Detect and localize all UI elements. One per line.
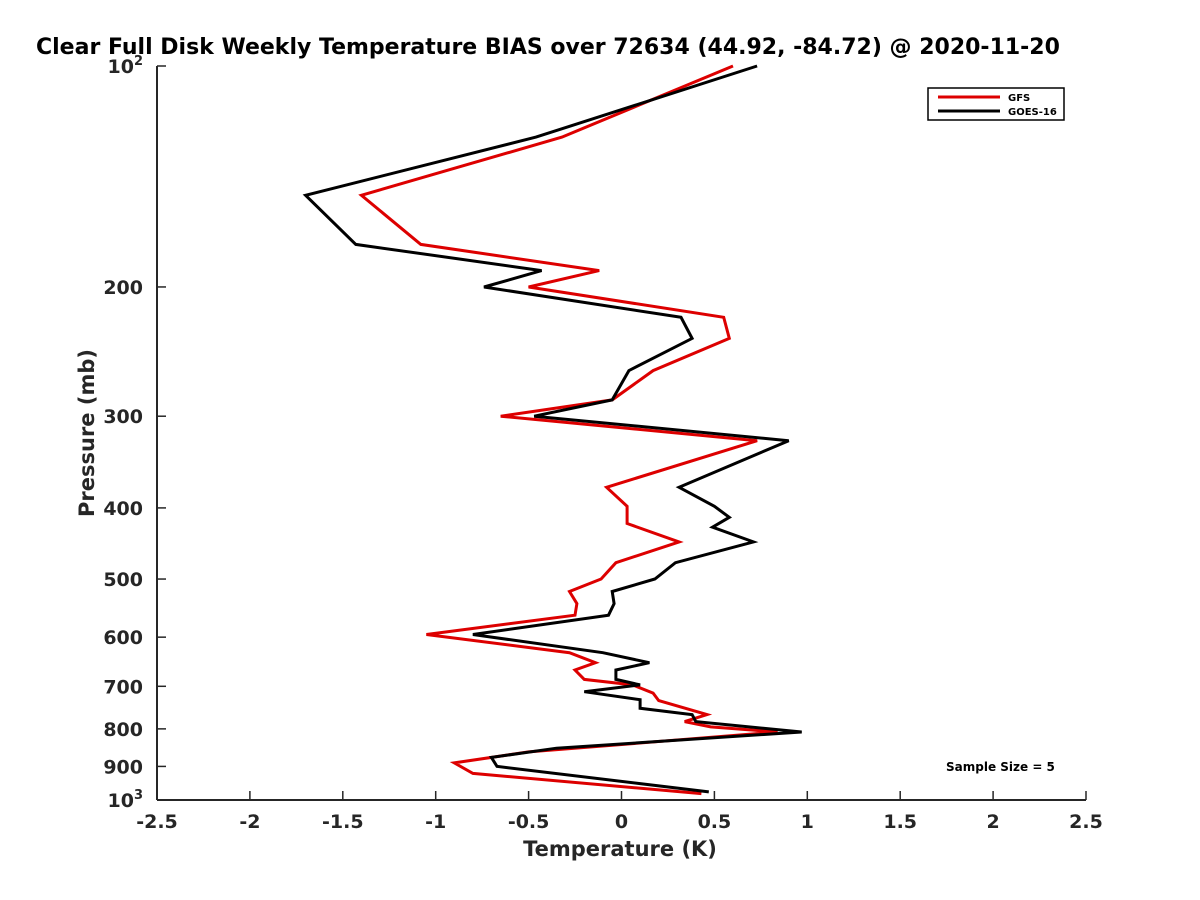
x-tick-label: -1 — [425, 811, 446, 833]
series-line-goes-16 — [302, 64, 802, 794]
y-tick-label: 600 — [103, 627, 143, 649]
x-axis-label: Temperature (K) — [523, 837, 717, 861]
x-tick-label: 1 — [801, 811, 814, 833]
legend-box — [927, 87, 1065, 121]
y-tick-label: 200 — [103, 277, 143, 299]
legend-label: GFS — [1008, 93, 1030, 104]
y-tick-label: 800 — [103, 719, 143, 741]
x-tick-label: -1.5 — [322, 811, 364, 833]
legend-label: GOES-16 — [1008, 107, 1057, 118]
x-tick-label: 2 — [986, 811, 999, 833]
y-tick-label: 103 — [108, 788, 144, 812]
chart-title: Clear Full Disk Weekly Temperature BIAS … — [36, 35, 1060, 60]
series-line-gfs — [358, 64, 778, 796]
x-tick-label: 1.5 — [883, 811, 917, 833]
y-tick-label: 300 — [103, 406, 143, 428]
y-tick-label: 102 — [108, 54, 144, 78]
y-tick-label: 700 — [103, 676, 143, 698]
sample-size-annotation: Sample Size = 5 — [946, 760, 1055, 774]
y-tick-label: 500 — [103, 569, 143, 591]
axes: -2.5 -2 -1.5 -1 -0.5 0 0.5 1 1.5 2 2.5 102 200 300 400… — [103, 54, 1103, 833]
x-tick-label: -2.5 — [136, 811, 178, 833]
x-tick-label: -2 — [239, 811, 260, 833]
x-tick-label: -0.5 — [508, 811, 550, 833]
y-tick-label: 900 — [103, 756, 143, 778]
y-tick-label: 400 — [103, 498, 143, 520]
legend: GFS GOES-16 — [927, 87, 1065, 121]
x-tick-label: 2.5 — [1069, 811, 1103, 833]
y-axis-label: Pressure (mb) — [75, 349, 99, 517]
series-layer — [302, 64, 802, 796]
x-tick-label: 0.5 — [698, 811, 732, 833]
x-tick-label: 0 — [615, 811, 628, 833]
